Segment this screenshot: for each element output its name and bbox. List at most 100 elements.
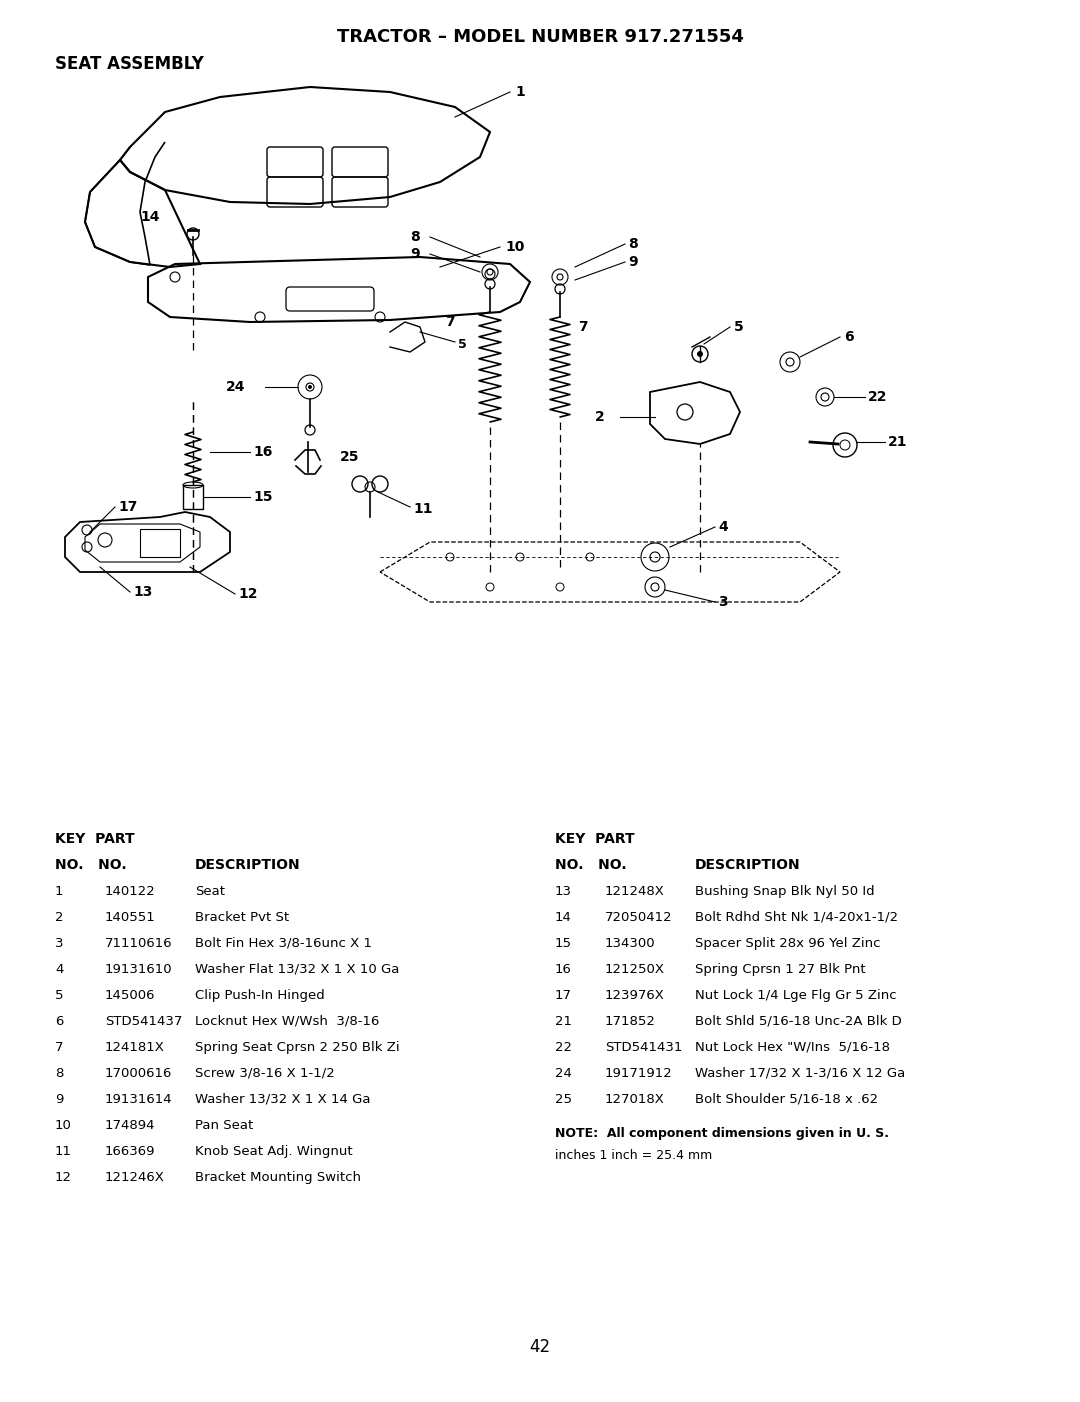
Text: Knob Seat Adj. Wingnut: Knob Seat Adj. Wingnut: [195, 1145, 353, 1158]
Text: DESCRIPTION: DESCRIPTION: [696, 858, 800, 872]
Text: inches 1 inch = 25.4 mm: inches 1 inch = 25.4 mm: [555, 1150, 712, 1162]
Text: 9: 9: [55, 1094, 64, 1106]
Text: Washer Flat 13/32 X 1 X 10 Ga: Washer Flat 13/32 X 1 X 10 Ga: [195, 963, 400, 976]
Text: NOTE:  All component dimensions given in U. S.: NOTE: All component dimensions given in …: [555, 1127, 889, 1140]
Text: Spacer Split 28x 96 Yel Zinc: Spacer Split 28x 96 Yel Zinc: [696, 937, 880, 951]
Text: NO.   NO.: NO. NO.: [555, 858, 626, 872]
Text: 7: 7: [55, 1042, 64, 1054]
Text: 121246X: 121246X: [105, 1171, 165, 1185]
Text: STD541437: STD541437: [105, 1015, 183, 1028]
Text: 7: 7: [445, 315, 455, 329]
Text: 7: 7: [578, 320, 588, 334]
Text: 3: 3: [718, 594, 728, 608]
Text: 6: 6: [843, 329, 853, 343]
Text: Bolt Rdhd Sht Nk 1/4-20x1-1/2: Bolt Rdhd Sht Nk 1/4-20x1-1/2: [696, 911, 899, 924]
Text: Spring Seat Cprsn 2 250 Blk Zi: Spring Seat Cprsn 2 250 Blk Zi: [195, 1042, 400, 1054]
Text: 15: 15: [555, 937, 572, 951]
Text: 8: 8: [627, 237, 638, 251]
Text: 8: 8: [55, 1067, 64, 1080]
Text: 19131610: 19131610: [105, 963, 173, 976]
Text: Pan Seat: Pan Seat: [195, 1119, 253, 1131]
Text: 16: 16: [555, 963, 572, 976]
Text: SEAT ASSEMBLY: SEAT ASSEMBLY: [55, 55, 204, 73]
Text: 11: 11: [413, 502, 432, 516]
Text: 5: 5: [458, 338, 467, 350]
Text: 6: 6: [55, 1015, 64, 1028]
Text: 17: 17: [555, 988, 572, 1002]
Text: 2: 2: [55, 911, 64, 924]
Text: Clip Push-In Hinged: Clip Push-In Hinged: [195, 988, 325, 1002]
Text: 2: 2: [595, 409, 605, 423]
Text: Washer 13/32 X 1 X 14 Ga: Washer 13/32 X 1 X 14 Ga: [195, 1094, 370, 1106]
Text: 19131614: 19131614: [105, 1094, 173, 1106]
Text: 21: 21: [555, 1015, 572, 1028]
Text: 71110616: 71110616: [105, 937, 173, 951]
Text: 72050412: 72050412: [605, 911, 673, 924]
Text: KEY  PART: KEY PART: [55, 831, 135, 845]
Text: DESCRIPTION: DESCRIPTION: [195, 858, 300, 872]
Text: 4: 4: [55, 963, 64, 976]
Text: 22: 22: [868, 390, 888, 404]
Text: 123976X: 123976X: [605, 988, 665, 1002]
Text: 166369: 166369: [105, 1145, 156, 1158]
Text: 42: 42: [529, 1338, 551, 1356]
Text: 12: 12: [238, 587, 257, 601]
Text: 9: 9: [627, 255, 637, 269]
Text: Washer 17/32 X 1-3/16 X 12 Ga: Washer 17/32 X 1-3/16 X 12 Ga: [696, 1067, 905, 1080]
Text: 11: 11: [55, 1145, 72, 1158]
Text: 14: 14: [140, 210, 160, 224]
Text: 140551: 140551: [105, 911, 156, 924]
Text: Spring Cprsn 1 27 Blk Pnt: Spring Cprsn 1 27 Blk Pnt: [696, 963, 866, 976]
Text: 8: 8: [410, 230, 420, 244]
Text: 25: 25: [555, 1094, 572, 1106]
Text: 15: 15: [253, 491, 272, 503]
Text: Bracket Pvt St: Bracket Pvt St: [195, 911, 289, 924]
Text: 25: 25: [340, 450, 360, 464]
Text: 127018X: 127018X: [605, 1094, 665, 1106]
Text: 10: 10: [505, 240, 525, 254]
Text: 22: 22: [555, 1042, 572, 1054]
Text: 13: 13: [555, 885, 572, 899]
Text: 21: 21: [888, 435, 907, 449]
Bar: [140, 529, 180, 557]
Text: 10: 10: [55, 1119, 72, 1131]
Text: Seat: Seat: [195, 885, 225, 899]
Text: 17000616: 17000616: [105, 1067, 173, 1080]
Circle shape: [697, 350, 703, 358]
Text: Bolt Shld 5/16-18 Unc-2A Blk D: Bolt Shld 5/16-18 Unc-2A Blk D: [696, 1015, 902, 1028]
Text: 134300: 134300: [605, 937, 656, 951]
Text: NO.   NO.: NO. NO.: [55, 858, 126, 872]
Text: 5: 5: [55, 988, 64, 1002]
Text: 3: 3: [55, 937, 64, 951]
Text: 12: 12: [55, 1171, 72, 1185]
Text: 121250X: 121250X: [605, 963, 665, 976]
Text: 24: 24: [555, 1067, 572, 1080]
Text: STD541431: STD541431: [605, 1042, 683, 1054]
Bar: [183, 485, 203, 509]
Text: 121248X: 121248X: [605, 885, 665, 899]
Text: 124181X: 124181X: [105, 1042, 165, 1054]
Text: Nut Lock Hex "W/Ins  5/16-18: Nut Lock Hex "W/Ins 5/16-18: [696, 1042, 890, 1054]
Text: 13: 13: [133, 585, 152, 599]
Text: 145006: 145006: [105, 988, 156, 1002]
Text: 174894: 174894: [105, 1119, 156, 1131]
Text: 24: 24: [226, 380, 245, 394]
Text: TRACTOR – MODEL NUMBER 917.271554: TRACTOR – MODEL NUMBER 917.271554: [337, 28, 743, 46]
Text: Bolt Fin Hex 3/8-16unc X 1: Bolt Fin Hex 3/8-16unc X 1: [195, 937, 372, 951]
Text: 1: 1: [515, 86, 525, 100]
Text: 1: 1: [55, 885, 64, 899]
Text: 171852: 171852: [605, 1015, 656, 1028]
Text: KEY  PART: KEY PART: [555, 831, 635, 845]
Text: Nut Lock 1/4 Lge Flg Gr 5 Zinc: Nut Lock 1/4 Lge Flg Gr 5 Zinc: [696, 988, 896, 1002]
Text: 9: 9: [410, 247, 420, 261]
Text: Bushing Snap Blk Nyl 50 Id: Bushing Snap Blk Nyl 50 Id: [696, 885, 875, 899]
Text: Bolt Shoulder 5/16-18 x .62: Bolt Shoulder 5/16-18 x .62: [696, 1094, 878, 1106]
Text: 19171912: 19171912: [605, 1067, 673, 1080]
Text: Locknut Hex W/Wsh  3/8-16: Locknut Hex W/Wsh 3/8-16: [195, 1015, 379, 1028]
Text: 14: 14: [555, 911, 572, 924]
Text: 4: 4: [718, 520, 728, 534]
Text: Screw 3/8-16 X 1-1/2: Screw 3/8-16 X 1-1/2: [195, 1067, 335, 1080]
Text: 140122: 140122: [105, 885, 156, 899]
Text: 17: 17: [118, 501, 137, 515]
Text: Bracket Mounting Switch: Bracket Mounting Switch: [195, 1171, 361, 1185]
